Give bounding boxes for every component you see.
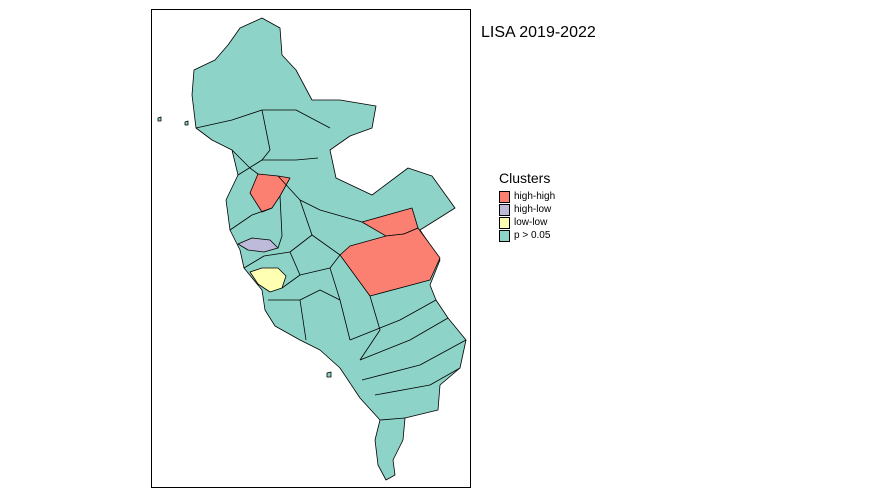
region-high-high-east <box>339 227 441 297</box>
legend-swatch <box>499 190 510 203</box>
legend-item-high-low: high-low <box>499 203 555 216</box>
legend-swatch <box>499 229 510 242</box>
islet <box>326 371 332 378</box>
legend-label: low-low <box>514 217 548 228</box>
region-main <box>191 17 467 481</box>
islet <box>157 116 162 122</box>
legend-item-not-significant: p > 0.05 <box>499 229 555 242</box>
legend-label: high-low <box>514 204 552 215</box>
legend-swatch <box>499 216 510 229</box>
legend-label: p > 0.05 <box>514 230 551 241</box>
region-low-low <box>249 267 287 293</box>
legend-title: Clusters <box>499 170 551 186</box>
map-frame <box>151 9 471 488</box>
legend-item-low-low: low-low <box>499 216 555 229</box>
legend-item-high-high: high-high <box>499 190 555 203</box>
legend: Clusters high-high high-low low-low p > … <box>499 170 555 242</box>
district-borders <box>195 109 467 421</box>
map-title: LISA 2019-2022 <box>481 24 596 41</box>
legend-label: high-high <box>514 191 556 202</box>
islet <box>184 120 189 126</box>
legend-swatch <box>499 203 510 216</box>
